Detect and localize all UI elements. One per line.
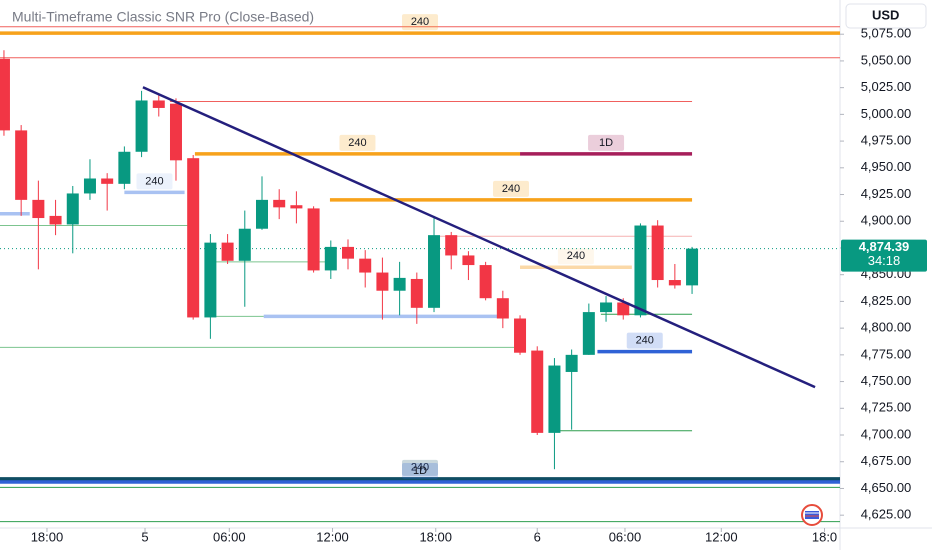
candle-body — [582, 312, 595, 355]
y-tick-label: 4,950.00 — [861, 159, 912, 174]
x-tick-label: 5 — [141, 529, 148, 544]
candle-body — [445, 235, 458, 256]
candle-body — [15, 130, 28, 200]
y-tick-label: 5,000.00 — [861, 106, 912, 121]
y-tick-label: 4,675.00 — [861, 453, 912, 468]
candle-body — [135, 100, 148, 152]
candle-body — [617, 302, 630, 316]
candle-body — [686, 248, 699, 286]
y-tick-label: 4,775.00 — [861, 346, 912, 361]
candle-body — [514, 318, 527, 353]
candle-body — [118, 151, 131, 184]
candle-body — [83, 178, 96, 194]
candle-body — [324, 246, 337, 271]
candle-body — [479, 265, 492, 299]
x-tick-label: 18:0 — [812, 529, 837, 544]
level-label: 240 — [636, 335, 654, 347]
level-label-box — [402, 463, 438, 480]
candle-body — [600, 302, 613, 313]
level-label: 240 — [411, 16, 429, 28]
y-tick-label: 4,975.00 — [861, 133, 912, 148]
candle-body — [393, 277, 406, 291]
trendline — [142, 86, 816, 389]
candle-body — [496, 298, 509, 319]
candle-body — [255, 199, 268, 229]
candle-body — [152, 100, 165, 108]
level-label-box — [557, 248, 594, 265]
candle-body — [49, 215, 62, 225]
currency-button[interactable] — [845, 3, 927, 29]
candle-body — [32, 199, 45, 219]
candle-body — [634, 225, 647, 316]
level-label: 1D — [599, 137, 613, 149]
candle-body — [548, 365, 561, 433]
candle-body — [169, 103, 182, 161]
currency: USD — [872, 7, 899, 22]
candle-body — [101, 178, 114, 184]
last-price-label: 4,874.39 — [859, 239, 910, 254]
candle-body — [238, 228, 251, 261]
candle-body — [376, 272, 389, 291]
y-tick-label: 4,800.00 — [861, 320, 912, 335]
candle-body — [187, 158, 200, 318]
candle-body — [410, 278, 423, 308]
x-tick-label: 12:00 — [316, 529, 349, 544]
level-label: 240 — [567, 250, 585, 262]
candle-body — [462, 255, 475, 266]
y-tick-label: 4,725.00 — [861, 400, 912, 415]
indicator-title: Multi-Timeframe Classic SNR Pro (Close-B… — [12, 9, 314, 25]
y-tick-label: 5,025.00 — [861, 79, 912, 94]
candle-body — [273, 199, 286, 208]
y-tick-label: 4,925.00 — [861, 186, 912, 201]
logo — [801, 504, 823, 526]
level-label-box — [626, 332, 663, 349]
x-tick-label: 18:00 — [419, 529, 452, 544]
level-label: 240 — [502, 183, 520, 195]
candle-body — [531, 350, 544, 433]
level-label-box — [402, 459, 438, 476]
candle-body — [307, 208, 320, 271]
y-tick-label: 4,825.00 — [861, 293, 912, 308]
y-tick-label: 4,625.00 — [861, 507, 912, 522]
y-tick-label: 4,650.00 — [861, 480, 912, 495]
level-label: 240 — [145, 175, 163, 187]
countdown: 34:18 — [868, 253, 901, 268]
candle-body — [342, 246, 355, 259]
level-label-box — [588, 134, 625, 151]
candle-body — [565, 354, 578, 372]
candle-body — [428, 235, 441, 308]
candle-body — [204, 242, 217, 318]
candle-body — [668, 280, 681, 286]
last-price-tag — [841, 239, 927, 272]
level-label-box — [339, 134, 376, 151]
candle-body — [359, 258, 372, 273]
candle-body — [66, 193, 79, 225]
x-tick-label: 12:00 — [705, 529, 738, 544]
x-tick-label: 06:00 — [213, 529, 246, 544]
level-label: 240 — [411, 462, 429, 474]
level-label-box — [136, 173, 173, 190]
candle-body — [0, 58, 10, 131]
level-label-box — [402, 14, 438, 31]
y-tick-label: 5,075.00 — [861, 26, 912, 41]
x-tick-label: 6 — [534, 529, 541, 544]
candle-body — [290, 205, 303, 209]
x-tick-label: 06:00 — [609, 529, 642, 544]
y-tick-label: 4,900.00 — [861, 213, 912, 228]
y-tick-label: 4,750.00 — [861, 373, 912, 388]
y-tick-label: 4,700.00 — [861, 426, 912, 441]
candle-body — [651, 225, 664, 281]
level-label: 1D — [413, 465, 427, 477]
level-label: 240 — [348, 137, 366, 149]
x-tick-label: 18:00 — [31, 529, 64, 544]
y-tick-label: 5,050.00 — [861, 52, 912, 67]
level-label-box — [493, 180, 530, 197]
candle-body — [221, 242, 234, 261]
